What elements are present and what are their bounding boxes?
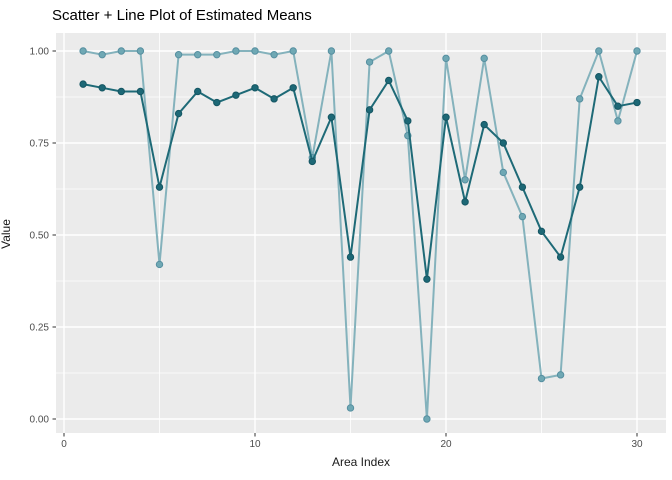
y-tick-label: 1.00 [30,47,50,58]
data-point-dark-teal-estimate [98,84,106,92]
x-tick-label: 10 [249,439,261,450]
data-point-dark-teal-estimate [595,73,603,81]
data-point-light-teal-estimate [518,212,527,221]
data-point-dark-teal-estimate [232,91,240,99]
data-point-light-teal-estimate [461,176,469,184]
data-point-dark-teal-estimate [556,253,565,261]
data-point-light-teal-estimate [155,260,164,269]
data-point-light-teal-estimate [194,50,202,59]
data-point-light-teal-estimate [365,58,374,66]
data-point-light-teal-estimate [98,50,106,59]
data-point-light-teal-estimate [79,47,87,55]
y-tick-label: 0.50 [30,231,50,242]
data-point-dark-teal-estimate [633,98,641,107]
data-point-light-teal-estimate [327,47,336,55]
data-point-light-teal-estimate [213,50,221,59]
data-point-light-teal-estimate [633,47,641,55]
data-point-light-teal-estimate [385,47,393,55]
data-point-dark-teal-estimate [136,87,145,96]
data-point-dark-teal-estimate [308,157,316,166]
data-point-dark-teal-estimate [518,183,527,191]
x-tick-label: 0 [61,439,67,450]
data-point-light-teal-estimate [251,47,259,55]
data-point-light-teal-estimate [289,47,297,55]
data-point-light-teal-estimate [480,54,488,63]
series-line-dark-teal-estimate [82,75,638,281]
data-point-light-teal-estimate [232,47,240,55]
data-point-dark-teal-estimate [442,113,450,121]
data-point-dark-teal-estimate [213,98,221,107]
data-point-dark-teal-estimate [194,87,202,96]
y-tick-label: 0.25 [30,323,50,334]
data-point-light-teal-estimate [423,415,431,423]
y-tick-label: 0.75 [30,139,50,150]
data-point-dark-teal-estimate [404,117,412,125]
data-point-dark-teal-estimate [155,183,164,191]
x-axis-title: Area Index [331,455,391,469]
x-tick-label: 20 [440,439,452,450]
data-point-dark-teal-estimate [576,183,584,191]
data-point-light-teal-estimate [270,50,278,59]
chart-title: Scatter + Line Plot of Estimated Means [52,7,312,24]
y-tick-label: 0.00 [30,415,50,426]
data-point-light-teal-estimate [595,47,603,55]
data-point-light-teal-estimate [499,168,507,177]
data-point-dark-teal-estimate [614,102,622,110]
data-point-dark-teal-estimate [289,84,297,92]
data-point-light-teal-estimate [614,117,622,125]
y-axis-title: Value [0,219,13,249]
data-point-dark-teal-estimate [117,87,126,96]
x-tick-label: 30 [631,439,643,450]
data-point-dark-teal-estimate [499,139,507,147]
data-point-dark-teal-estimate [461,198,469,206]
data-point-dark-teal-estimate [270,95,278,103]
data-point-dark-teal-estimate [537,227,546,236]
data-point-dark-teal-estimate [174,109,183,118]
data-point-light-teal-estimate [576,95,584,103]
data-point-dark-teal-estimate [327,113,336,121]
data-point-light-teal-estimate [442,54,450,63]
data-point-light-teal-estimate [117,47,126,55]
data-point-light-teal-estimate [136,47,145,55]
data-point-light-teal-estimate [537,374,546,383]
data-point-light-teal-estimate [174,50,183,59]
data-point-light-teal-estimate [346,404,355,412]
data-point-dark-teal-estimate [79,80,87,88]
data-point-light-teal-estimate [556,371,565,379]
data-point-dark-teal-estimate [423,275,431,283]
data-point-dark-teal-estimate [346,253,355,261]
data-point-dark-teal-estimate [251,84,259,92]
data-point-dark-teal-estimate [385,76,393,85]
data-point-dark-teal-estimate [480,120,488,129]
data-point-dark-teal-estimate [365,106,374,114]
